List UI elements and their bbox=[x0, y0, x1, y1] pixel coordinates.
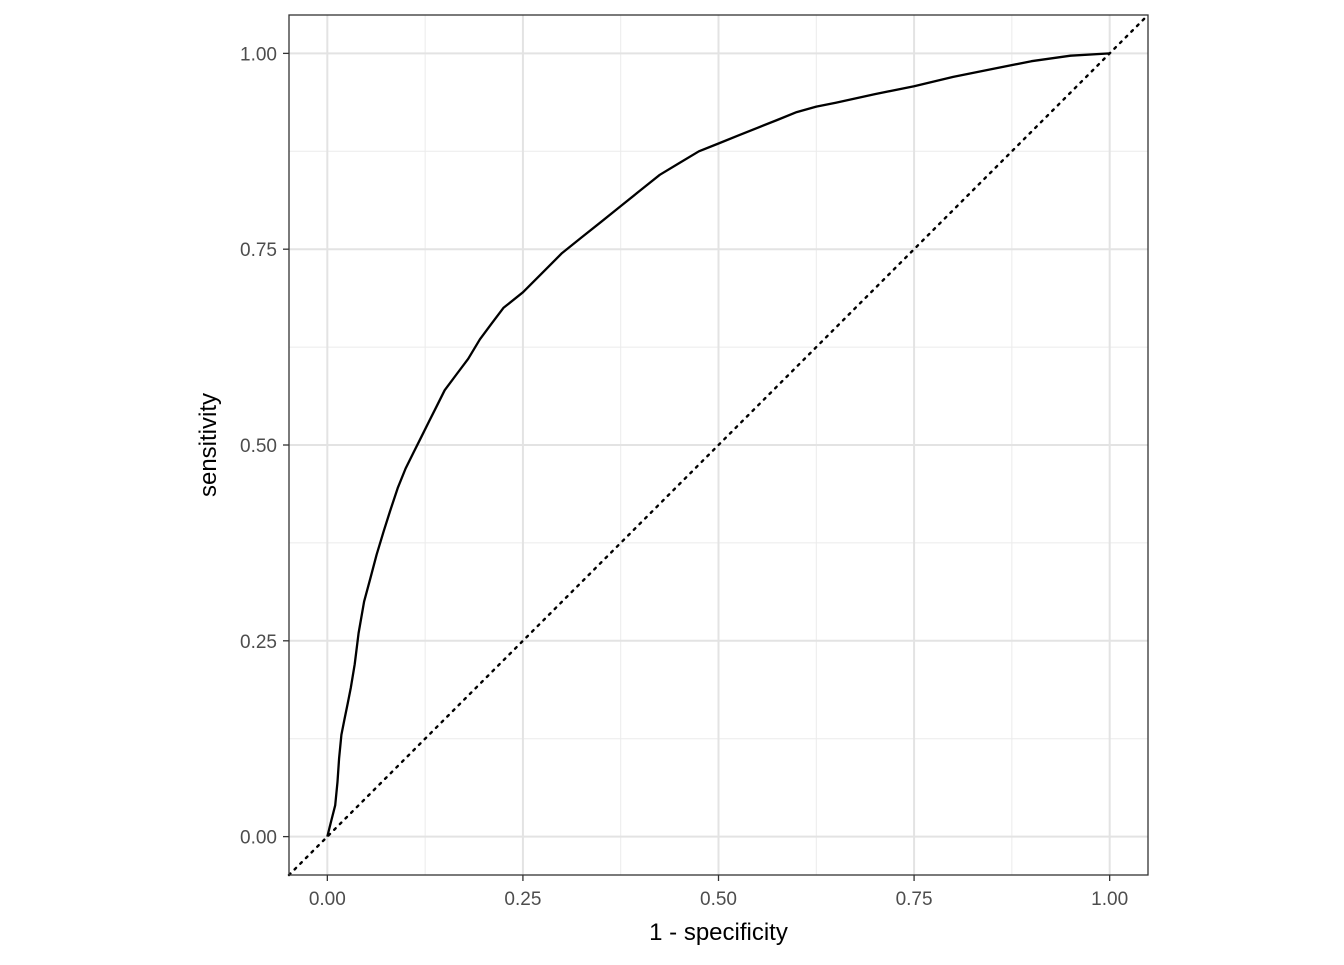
roc-curve bbox=[326, 52, 1110, 837]
x-tick-label: 0.50 bbox=[700, 889, 737, 910]
y-axis: 0.00 0.25 0.50 0.75 1.00 bbox=[240, 44, 289, 849]
y-tick-label: 0.25 bbox=[240, 632, 277, 653]
x-tick-label: 0.00 bbox=[309, 889, 346, 910]
y-tick-label: 0.75 bbox=[240, 240, 277, 261]
x-axis: 0.00 0.25 0.50 0.75 1.00 bbox=[309, 875, 1128, 910]
series-layer bbox=[287, 13, 1150, 877]
reference-diagonal-line bbox=[287, 13, 1150, 877]
y-tick-label: 1.00 bbox=[240, 44, 277, 65]
x-tick-label: 1.00 bbox=[1091, 889, 1128, 910]
x-axis-title: 1 - specificity bbox=[649, 919, 788, 946]
y-tick-label: 0.50 bbox=[240, 436, 277, 457]
x-tick-label: 0.25 bbox=[504, 889, 541, 910]
y-tick-label: 0.00 bbox=[240, 828, 277, 849]
x-tick-label: 0.75 bbox=[896, 889, 933, 910]
y-axis-title: sensitivity bbox=[195, 393, 222, 497]
